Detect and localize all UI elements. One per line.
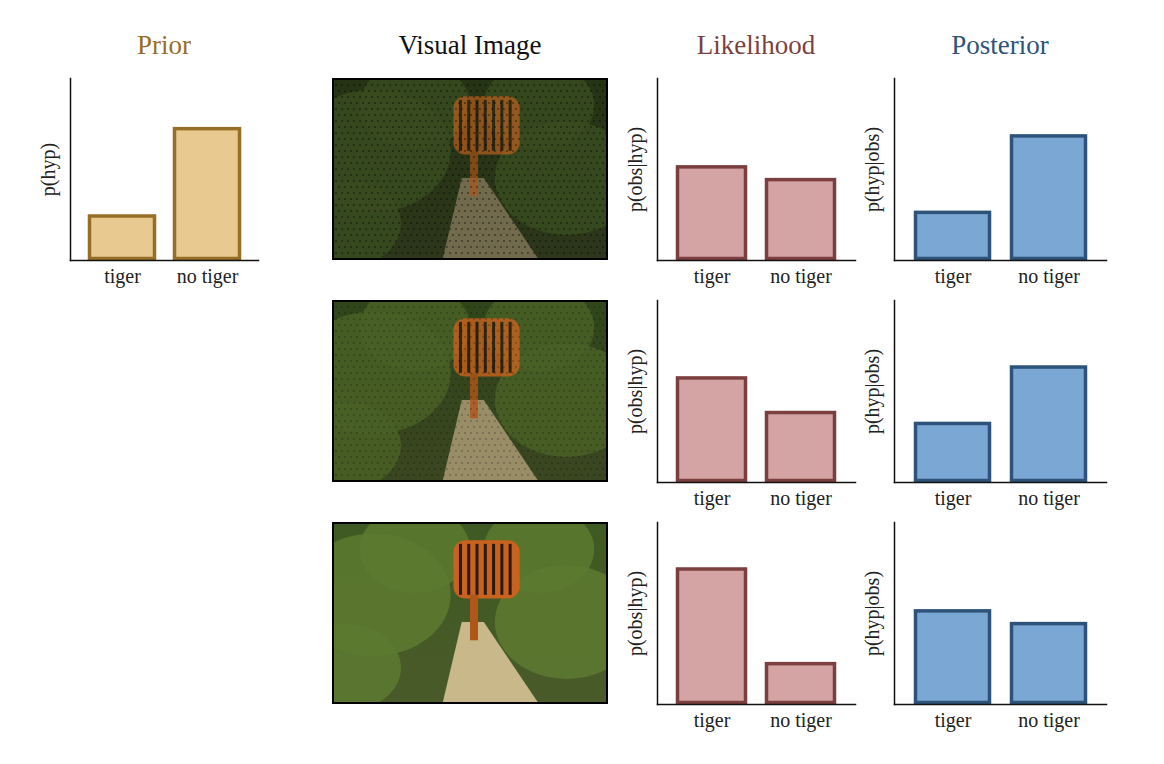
svg-text:no tiger: no tiger — [770, 265, 832, 288]
svg-text:p(obs|hyp): p(obs|hyp) — [624, 571, 647, 656]
html-text:Prior: Prior — [137, 30, 191, 60]
svg-text:tiger: tiger — [935, 265, 972, 288]
svg-text:p(hyp|obs): p(hyp|obs) — [861, 127, 884, 212]
html-text:Visual Image: Visual Image — [398, 30, 542, 60]
svg-text:p(hyp|obs): p(hyp|obs) — [861, 349, 884, 434]
svg-text:tiger: tiger — [694, 487, 731, 510]
svg-text:no tiger: no tiger — [770, 709, 832, 732]
svg-text:no tiger: no tiger — [770, 487, 832, 510]
svg-text:no tiger: no tiger — [177, 265, 239, 288]
svg-text:tiger: tiger — [935, 487, 972, 510]
svg-text:p(hyp|obs): p(hyp|obs) — [861, 571, 884, 656]
svg-text:p(obs|hyp): p(obs|hyp) — [624, 349, 647, 434]
svg-text:no tiger: no tiger — [1018, 265, 1080, 288]
svg-text:tiger: tiger — [104, 265, 141, 288]
svg-text:tiger: tiger — [694, 709, 731, 732]
svg-text:p(obs|hyp): p(obs|hyp) — [624, 127, 647, 212]
html-text:Likelihood: Likelihood — [696, 30, 816, 60]
svg-text:no tiger: no tiger — [1018, 487, 1080, 510]
svg-text:tiger: tiger — [935, 709, 972, 732]
svg-text:p(hyp): p(hyp) — [37, 143, 60, 196]
html-text:Posterior: Posterior — [951, 30, 1049, 60]
svg-text:no tiger: no tiger — [1018, 709, 1080, 732]
svg-text:tiger: tiger — [694, 265, 731, 288]
